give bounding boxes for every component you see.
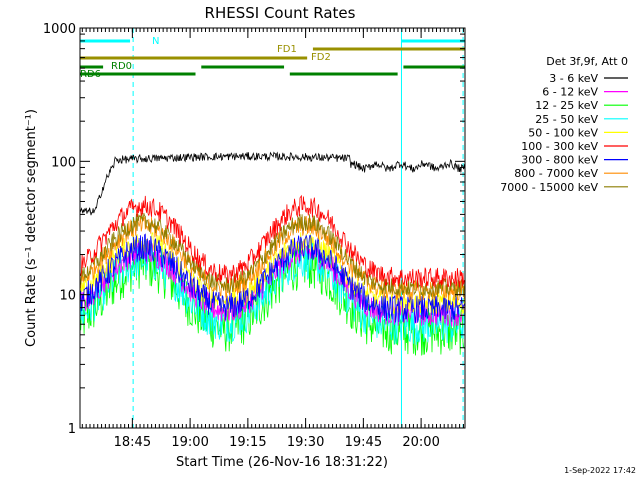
legend-label-6: 300 - 800 keV bbox=[521, 154, 598, 167]
y-tick-label-0: 1 bbox=[68, 422, 76, 437]
legend-label-7: 800 - 7000 keV bbox=[514, 167, 598, 180]
plot-area: N FD1 FD2 RD0 RD6 bbox=[79, 28, 466, 428]
timestamp: 1-Sep-2022 17:42 bbox=[564, 466, 636, 475]
x-tick-label-0: 18:45 bbox=[114, 435, 151, 450]
x-tick-label-5: 20:00 bbox=[402, 435, 439, 450]
y-tick-label-2: 100 bbox=[51, 155, 76, 170]
series-line-3-6-kev bbox=[79, 151, 466, 216]
state-label-rd0: RD0 bbox=[111, 61, 132, 72]
legend-label-8: 7000 - 15000 keV bbox=[500, 181, 598, 194]
axes: 1 10 100 1000 18:45 19:00 19:15 19:30 19:45 20:00 bbox=[43, 22, 465, 450]
x-tick-label-4: 19:45 bbox=[345, 435, 382, 450]
x-tick-label-1: 19:00 bbox=[171, 435, 208, 450]
legend-label-3: 25 - 50 keV bbox=[535, 113, 598, 126]
state-label-fd1: FD1 bbox=[277, 44, 297, 55]
x-axis-label: Start Time (26-Nov-16 18:31:22) bbox=[176, 455, 388, 470]
y-tick-label-3: 1000 bbox=[43, 22, 76, 37]
state-label-rd6: RD6 bbox=[80, 69, 101, 80]
legend-label-5: 100 - 300 keV bbox=[521, 140, 598, 153]
legend-label-2: 12 - 25 keV bbox=[535, 99, 598, 112]
y-tick-label-1: 10 bbox=[59, 289, 76, 304]
x-tick-label-2: 19:15 bbox=[229, 435, 266, 450]
y-axis-label: Count Rate (s⁻¹ detector segment⁻¹) bbox=[24, 109, 39, 347]
series-line-300-800-kev bbox=[79, 233, 466, 323]
chart-title: RHESSI Count Rates bbox=[205, 4, 356, 22]
legend-label-4: 50 - 100 keV bbox=[528, 126, 598, 139]
series-line-7000-15000-kev bbox=[79, 212, 466, 299]
legend-label-1: 6 - 12 keV bbox=[542, 86, 598, 99]
legend-header: Det 3f,9f, Att 0 bbox=[546, 55, 628, 68]
state-label-fd2: FD2 bbox=[311, 52, 331, 63]
x-tick-label-3: 19:30 bbox=[287, 435, 324, 450]
series-line-100-300-kev bbox=[79, 194, 466, 288]
plot-frame bbox=[79, 27, 466, 429]
legend-label-0: 3 - 6 keV bbox=[549, 72, 598, 85]
state-label-n: N bbox=[152, 36, 159, 47]
